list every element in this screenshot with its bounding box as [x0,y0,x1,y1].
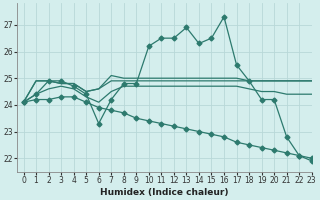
X-axis label: Humidex (Indice chaleur): Humidex (Indice chaleur) [100,188,229,197]
